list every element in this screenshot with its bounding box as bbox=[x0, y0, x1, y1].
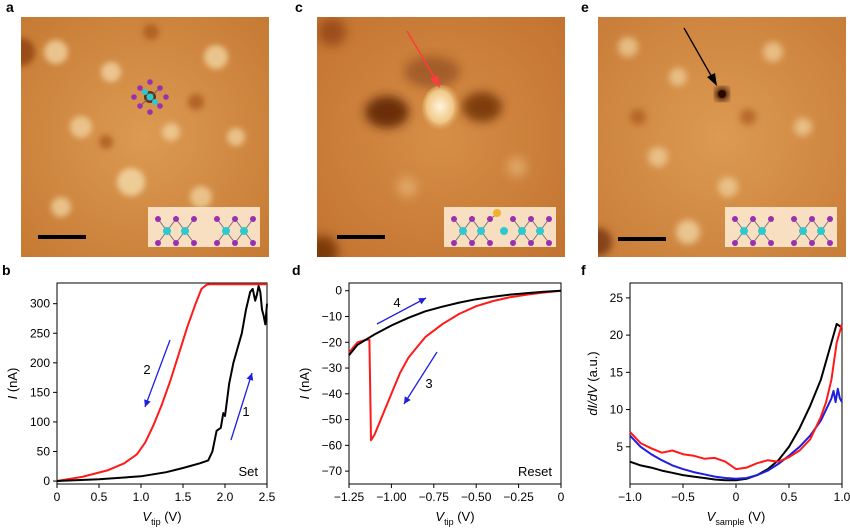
y-tick-label: −10 bbox=[322, 310, 343, 324]
x-tick-label: −1.25 bbox=[334, 490, 365, 504]
sweep-arrowhead bbox=[246, 373, 254, 381]
pointer-arrow bbox=[683, 27, 717, 86]
y-tick-label: 50 bbox=[37, 444, 51, 458]
series-line-red bbox=[56, 283, 267, 482]
plot-frame bbox=[629, 282, 843, 485]
chart-b: 0 0.5 1.0 1.5 2.0 2.5 0 50 100 150 200 250 300 Vtip (… bbox=[5, 282, 276, 527]
sweep-arrow bbox=[230, 372, 253, 441]
corner-label: Set bbox=[238, 464, 258, 479]
stm-image-c bbox=[317, 17, 565, 257]
molecule-icon bbox=[131, 79, 169, 115]
x-tick-label: 2.5 bbox=[259, 490, 276, 504]
y-tick-label: 300 bbox=[30, 297, 50, 311]
atomic-structure-inset bbox=[444, 207, 556, 247]
panel-label-b: b bbox=[2, 262, 11, 278]
series-line-red bbox=[348, 289, 562, 442]
x-tick-label: −0.5 bbox=[671, 490, 695, 504]
y-tick-label: 0 bbox=[43, 474, 50, 488]
series-line-blue bbox=[629, 387, 843, 480]
chart-f: −1.0 −0.5 0 0.5 1.0 5 10 15 20 25 Vsample (V) dI/dV… bbox=[585, 282, 850, 527]
atomic-structure-inset bbox=[148, 207, 260, 247]
stm-image-a bbox=[21, 17, 269, 257]
x-tick-label: 0 bbox=[54, 490, 61, 504]
y-tick-label: −70 bbox=[322, 464, 343, 478]
x-tick-label: −0.25 bbox=[503, 490, 534, 504]
panel-label-e: e bbox=[581, 0, 589, 15]
y-axis-label: I (nA) bbox=[297, 368, 312, 400]
y-tick-label: 25 bbox=[610, 291, 624, 305]
series-line-black bbox=[348, 289, 562, 356]
sweep-label: 3 bbox=[425, 376, 432, 391]
x-tick-label: −1.0 bbox=[618, 490, 642, 504]
x-tick-label: 0.5 bbox=[91, 490, 108, 504]
sweep-label: 1 bbox=[242, 404, 249, 419]
x-tick-label: 1.0 bbox=[133, 490, 150, 504]
y-tick-label: −20 bbox=[322, 335, 343, 349]
scale-bar bbox=[618, 237, 666, 241]
y-tick-label: 20 bbox=[610, 328, 624, 342]
x-tick-label: 0 bbox=[733, 490, 740, 504]
y-axis-label: I (nA) bbox=[5, 368, 20, 400]
y-tick-label: 100 bbox=[30, 415, 50, 429]
scale-bar bbox=[337, 235, 385, 239]
chart-d: −1.25 −1.00 −0.75 −0.50 −0.25 0 0 −10 −20 −30 −40 −… bbox=[297, 282, 565, 527]
sweep-arrow bbox=[376, 297, 427, 325]
sweep-arrowhead bbox=[404, 396, 411, 404]
y-tick-label: 5 bbox=[616, 440, 623, 454]
atomic-structure-inset bbox=[725, 207, 837, 247]
corner-label: Reset bbox=[518, 464, 552, 479]
series-line-black bbox=[56, 285, 268, 482]
x-axis-label: Vsample (V) bbox=[707, 509, 766, 527]
panel-label-c: c bbox=[295, 0, 303, 15]
sweep-arrowhead bbox=[418, 298, 426, 305]
y-tick-label: −50 bbox=[322, 413, 343, 427]
x-axis-label: Vtip (V) bbox=[435, 509, 474, 527]
sweep-arrow bbox=[403, 351, 438, 405]
panel-label-a: a bbox=[6, 0, 14, 15]
x-tick-label: 1.5 bbox=[175, 490, 192, 504]
sweep-arrow bbox=[144, 339, 171, 408]
y-tick-label: 10 bbox=[610, 403, 624, 417]
sweep-label: 2 bbox=[143, 362, 150, 377]
y-tick-label: 0 bbox=[335, 284, 342, 298]
y-tick-label: 250 bbox=[30, 326, 50, 340]
y-tick-label: −30 bbox=[322, 361, 343, 375]
y-axis-label: dI/dV (a.u.) bbox=[585, 351, 600, 415]
y-tick-label: −60 bbox=[322, 438, 343, 452]
x-tick-label: 2.0 bbox=[217, 490, 234, 504]
x-tick-label: 1.0 bbox=[834, 490, 850, 504]
x-tick-label: 0 bbox=[558, 490, 565, 504]
series-line-black bbox=[629, 322, 843, 482]
y-tick-label: 15 bbox=[610, 365, 624, 379]
sweep-arrowhead bbox=[144, 399, 151, 407]
x-axis-label: Vtip (V) bbox=[142, 509, 181, 527]
x-tick-label: 0.5 bbox=[781, 490, 798, 504]
plot-frame bbox=[348, 282, 562, 485]
sweep-label: 4 bbox=[393, 295, 400, 310]
y-tick-label: 200 bbox=[30, 356, 50, 370]
x-tick-label: −0.75 bbox=[419, 490, 450, 504]
panel-label-d: d bbox=[292, 262, 301, 278]
stm-image-e bbox=[598, 17, 846, 257]
x-tick-label: −0.50 bbox=[461, 490, 492, 504]
series-line-red bbox=[629, 323, 843, 471]
y-tick-label: 150 bbox=[30, 385, 50, 399]
panel-label-f: f bbox=[581, 262, 586, 278]
pointer-arrow bbox=[406, 30, 440, 88]
scale-bar bbox=[38, 235, 86, 239]
y-tick-label: −40 bbox=[322, 387, 343, 401]
x-tick-label: −1.00 bbox=[376, 490, 407, 504]
plot-frame bbox=[56, 282, 268, 485]
